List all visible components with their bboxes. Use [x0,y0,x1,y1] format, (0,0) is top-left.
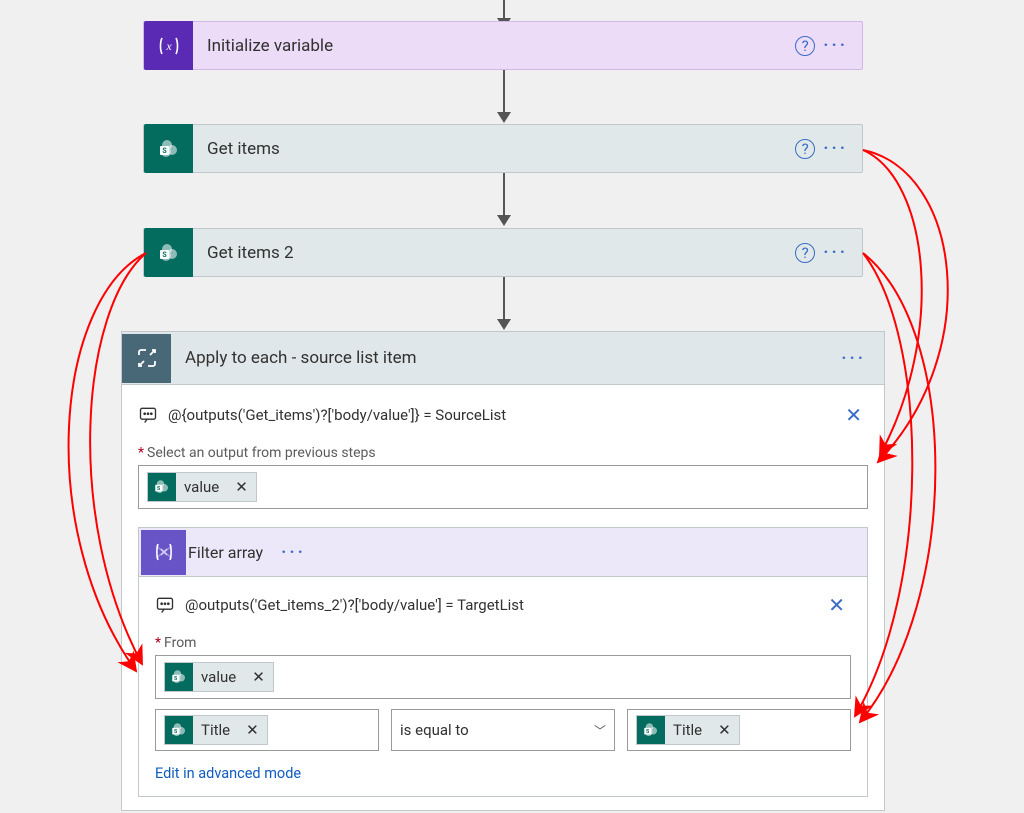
svg-text:S: S [162,251,167,259]
select-output-label: Select an output from previous steps [138,445,868,461]
comment-text: @outputs('Get_items_2')?['body/value'] =… [185,596,812,614]
action-title: Initialize variable [193,36,781,56]
filter-array-header[interactable]: Filter array ··· [139,528,867,577]
comment-icon [155,595,175,615]
condition-left-input[interactable]: S Title ✕ [155,709,379,751]
svg-text:x: x [165,39,172,53]
token-title[interactable]: S Title ✕ [164,715,268,745]
token-label: value [193,668,244,686]
action-card-filter-array: Filter array ··· @outputs('Get_items_2')… [138,527,868,797]
flow-arrow [503,173,505,216]
action-card-apply-to-each: Apply to each - source list item ··· @{o… [121,331,885,811]
edit-advanced-mode-link[interactable]: Edit in advanced mode [155,765,301,782]
svg-text:S: S [162,147,167,155]
more-menu-icon[interactable]: ··· [823,348,884,369]
flow-arrow [503,0,505,19]
action-title: Apply to each - source list item [171,348,823,368]
condition-operator-select[interactable]: is equal to ﹀ [391,709,615,751]
action-card-initialize-variable[interactable]: x Initialize variable ? ··· [143,21,863,70]
select-output-input[interactable]: S value ✕ [138,465,868,509]
more-menu-icon[interactable]: ··· [823,138,848,159]
sharepoint-icon: S [165,716,193,744]
condition-row: S Title ✕ is equal to ﹀ S [155,709,851,751]
help-icon[interactable]: ? [795,139,815,159]
sharepoint-icon: S [637,716,665,744]
token-remove-icon[interactable]: ✕ [227,478,256,496]
token-remove-icon[interactable]: ✕ [244,668,273,686]
sharepoint-icon: S [144,124,193,173]
sharepoint-icon: S [144,228,193,277]
from-label: From [155,635,851,651]
token-remove-icon[interactable]: ✕ [710,721,739,739]
close-icon[interactable]: ✕ [839,403,868,427]
action-card-get-items[interactable]: S Get items ? ··· [143,124,863,173]
variable-icon: x [144,21,193,70]
comment-text: @{outputs('Get_items')?['body/value']} =… [168,406,829,424]
sharepoint-icon: S [148,473,176,501]
token-label: Title [665,721,710,739]
help-icon[interactable]: ? [795,36,815,56]
close-icon[interactable]: ✕ [822,593,851,617]
action-title: Get items 2 [193,243,781,263]
dataop-icon [141,530,186,575]
condition-right-input[interactable]: S Title ✕ [627,709,851,751]
action-title: Filter array [188,543,263,562]
chevron-down-icon: ﹀ [594,722,606,739]
operator-label: is equal to [400,721,469,739]
loop-icon [122,334,171,383]
token-title[interactable]: S Title ✕ [636,715,740,745]
more-menu-icon[interactable]: ··· [823,242,848,263]
apply-to-each-header[interactable]: Apply to each - source list item ··· [122,332,884,384]
more-menu-icon[interactable]: ··· [823,35,848,56]
comment-icon [138,405,158,425]
action-title: Get items [193,139,781,159]
flow-arrow [503,70,505,113]
comment-row: @outputs('Get_items_2')?['body/value'] =… [155,589,851,627]
comment-row: @{outputs('Get_items')?['body/value']} =… [138,399,868,437]
action-card-get-items-2[interactable]: S Get items 2 ? ··· [143,228,863,277]
from-input[interactable]: S value ✕ [155,655,851,699]
help-icon[interactable]: ? [795,243,815,263]
token-value[interactable]: S value ✕ [147,472,257,502]
token-label: value [176,478,227,496]
token-value[interactable]: S value ✕ [164,662,274,692]
token-remove-icon[interactable]: ✕ [238,721,267,739]
token-label: Title [193,721,238,739]
more-menu-icon[interactable]: ··· [263,542,324,563]
sharepoint-icon: S [165,663,193,691]
flow-arrow [503,277,505,320]
